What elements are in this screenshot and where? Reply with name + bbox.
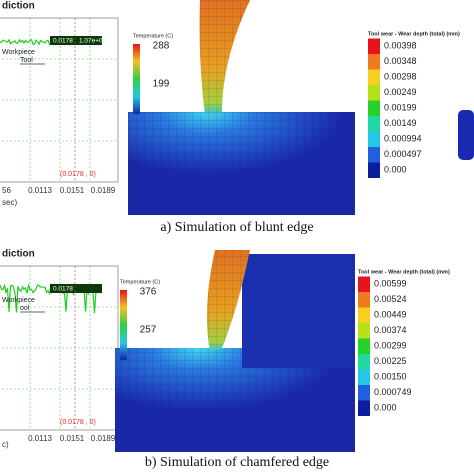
x-tick-label: 0.0113 (28, 434, 52, 443)
x-tick-label: 0.0189 (91, 434, 116, 443)
edge-image (458, 110, 474, 160)
temperature-bar (133, 44, 140, 114)
wear-label: 0.00225 (374, 356, 407, 366)
caption: b) Simulation of chamfered edge (145, 455, 329, 470)
temperature-title: Temperature (C) (133, 33, 173, 39)
readout-box (50, 284, 102, 293)
wear-title: Tool wear - Wear depth (total) (mm) (358, 269, 450, 275)
x-tick-label: c) (2, 440, 9, 449)
x-tick-label: 0.0113 (28, 186, 52, 195)
legend-entry: Workpiece (2, 49, 35, 56)
readout: 0.0178 (50, 284, 102, 293)
legend-entry: ool (20, 305, 30, 312)
wear-swatch (368, 69, 380, 85)
wear-label: 0.00449 (374, 309, 407, 319)
chip-free (250, 0, 355, 112)
temperature-title: Temperature (C) (120, 279, 160, 285)
chip-mesh (242, 254, 355, 368)
wear-swatch (368, 54, 380, 70)
wear-swatch (358, 307, 370, 323)
readout-value: 0.0178 (53, 38, 73, 45)
legend-entry: Tool (20, 57, 33, 64)
wear-label: 0.00249 (384, 87, 417, 97)
tool-mesh (206, 250, 250, 352)
wear-label: 0.000994 (384, 133, 422, 143)
x-tick-label: 56 (2, 186, 11, 195)
wear-label: 0.00374 (374, 325, 407, 335)
wear-label: 0.00150 (374, 371, 407, 381)
readout: 0.0178 1.07e+03 (50, 36, 107, 45)
wear-swatch (358, 400, 370, 416)
time-marker: (0.0178 , 0) (60, 171, 96, 178)
wear-label: 0.00599 (374, 278, 407, 288)
wear-label: 0.000497 (384, 149, 422, 159)
wear-label: 0.00149 (384, 118, 417, 128)
temperature-bar (120, 290, 127, 360)
temperature-label: 257 (140, 325, 157, 336)
wear-label: 0.000 (384, 164, 407, 174)
wear-label: 0.00398 (384, 40, 417, 50)
x-tick-label: 0.0189 (91, 186, 116, 195)
wear-swatch (368, 131, 380, 147)
x-axis-label: sec) (2, 198, 17, 207)
wear-label: 0.00524 (374, 294, 407, 304)
readout-box (50, 36, 102, 45)
x-tick-label: 0.0151 (60, 186, 85, 195)
wear-swatch (368, 147, 380, 163)
wear-swatch (368, 85, 380, 101)
wear-swatch (368, 162, 380, 178)
workpiece-mesh (128, 112, 355, 215)
temperature-label: 288 (153, 41, 170, 52)
time-marker: (0.0178 , 0) (60, 419, 96, 426)
wear-swatch (358, 338, 370, 354)
x-tick-label: 0.0151 (60, 434, 85, 443)
tool-mesh (199, 0, 250, 115)
readout-value: 1.07e+03 (79, 38, 107, 45)
wear-label: 0.00298 (384, 71, 417, 81)
wear-label: 0.000 (374, 402, 397, 412)
wear-label: 0.00299 (374, 340, 407, 350)
temperature-label: 199 (153, 79, 170, 90)
caption: a) Simulation of blunt edge (160, 220, 313, 235)
wear-title: Tool wear - Wear depth (total) (mm) (368, 31, 460, 37)
wear-swatch (368, 116, 380, 132)
wear-label: 0.00348 (384, 56, 417, 66)
plot-title: diction (2, 249, 35, 260)
wear-swatch (358, 323, 370, 339)
wear-swatch (358, 354, 370, 370)
readout-value: 0.0178 (53, 286, 73, 293)
wear-swatch (358, 276, 370, 292)
temperature-label: 376 (140, 287, 157, 298)
wear-swatch (358, 385, 370, 401)
legend-entry: Workpiece (2, 297, 35, 304)
wear-label: 0.000749 (374, 387, 412, 397)
wear-label: 0.00199 (384, 102, 417, 112)
wear-swatch (358, 292, 370, 308)
wear-swatch (368, 100, 380, 116)
wear-swatch (368, 38, 380, 54)
wear-swatch (358, 369, 370, 385)
plot-title: diction (2, 1, 35, 12)
